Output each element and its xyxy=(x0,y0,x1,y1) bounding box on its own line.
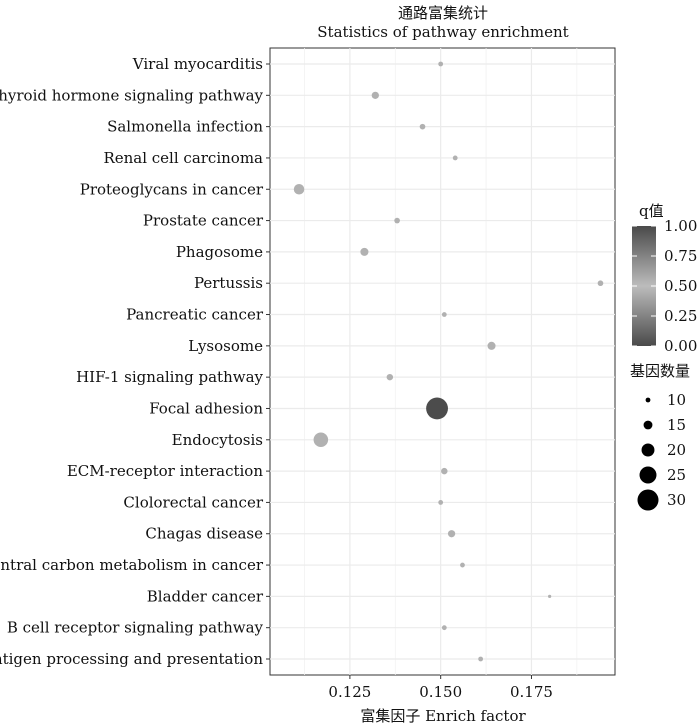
grid-layer xyxy=(269,47,616,676)
x-axis-label: 富集因子 Enrich factor xyxy=(360,707,526,725)
chart-title: 通路富集统计 xyxy=(398,4,488,22)
y-tick-label-prostate-cancer: Prostate cancer xyxy=(143,212,264,230)
point-pancreatic-cancer xyxy=(441,312,447,317)
x-tick-label: 0.150 xyxy=(419,683,462,701)
y-tick-label-pancreatic-cancer: Pancreatic cancer xyxy=(126,306,264,324)
size-legend-label: 15 xyxy=(667,416,686,434)
gene-count-legend: 基因数量 10 15 20 25 30 xyxy=(630,362,690,511)
y-tick-label-lysosome: Lysosome xyxy=(188,337,263,355)
point-antigen-processing-and-presentation xyxy=(478,656,484,662)
point-clolorectal-cancer xyxy=(438,500,444,505)
point-renal-cell-carcinoma xyxy=(452,155,458,161)
size-legend-dot xyxy=(641,443,655,457)
point-central-carbon-metabolism-in-cancer xyxy=(460,562,465,568)
size-legend-dot xyxy=(643,420,653,430)
y-tick-label-pertussis: Pertussis xyxy=(194,274,263,292)
y-tick-label-clolorectal-cancer: Clolorectal cancer xyxy=(123,493,263,511)
size-legend-label: 25 xyxy=(667,466,686,484)
axis-layer: 0.125 0.150 0.175 Viral myocarditis Thyroid … xyxy=(0,55,553,701)
point-endocytosis xyxy=(313,432,329,448)
y-tick-label-antigen-processing-and-presentation: Antigen processing and presentation xyxy=(0,650,263,668)
y-tick-label-focal-adhesion: Focal adhesion xyxy=(149,399,263,417)
q-legend-label: 1.00 xyxy=(664,217,697,235)
y-tick-label-endocytosis: Endocytosis xyxy=(172,431,263,449)
y-tick-label-viral-myocarditis: Viral myocarditis xyxy=(132,55,263,73)
x-tick-label: 0.175 xyxy=(510,683,553,701)
size-legend-label: 10 xyxy=(667,391,686,409)
point-lysosome xyxy=(487,341,496,350)
point-b-cell-receptor-signaling-pathway xyxy=(441,625,447,631)
point-thyroid-hormone-signaling-pathway xyxy=(371,91,379,99)
q-legend-label: 0.25 xyxy=(664,307,697,325)
y-tick-label-hif-1-signaling-pathway: HIF-1 signaling pathway xyxy=(76,368,263,386)
x-tick-label: 0.125 xyxy=(328,683,371,701)
size-legend-dot xyxy=(645,397,651,403)
point-focal-adhesion xyxy=(426,397,448,420)
y-tick-label-bladder-cancer: Bladder cancer xyxy=(147,587,264,605)
q-value-legend: q值 1.00 0.75 0.50 0.25 0.00 xyxy=(632,202,697,355)
point-ecm-receptor-interaction xyxy=(441,467,448,475)
point-layer xyxy=(293,61,604,662)
y-tick-label-chagas-disease: Chagas disease xyxy=(145,525,263,543)
y-tick-label-ecm-receptor-interaction: ECM-receptor interaction xyxy=(67,462,264,480)
plot-panel xyxy=(269,47,616,676)
size-legend-label: 20 xyxy=(667,441,686,459)
q-legend-title: q值 xyxy=(639,202,664,220)
y-tick-label-thyroid-hormone-signaling-pathway: Thyroid hormone signaling pathway xyxy=(0,86,264,104)
point-pertussis xyxy=(597,280,604,287)
point-bladder-cancer xyxy=(548,594,552,598)
y-tick-label-renal-cell-carcinoma: Renal cell carcinoma xyxy=(103,149,263,167)
y-tick-label-proteoglycans-in-cancer: Proteoglycans in cancer xyxy=(80,180,264,198)
size-legend-dot xyxy=(637,489,659,511)
y-tick-label-central-carbon-metabolism-in-cancer: Central carbon metabolism in cancer xyxy=(0,556,264,574)
point-prostate-cancer xyxy=(394,217,400,224)
q-legend-label: 0.00 xyxy=(664,337,697,355)
point-salmonella-infection xyxy=(419,123,426,130)
y-tick-label-phagosome: Phagosome xyxy=(176,243,263,261)
point-proteoglycans-in-cancer xyxy=(293,184,305,195)
q-legend-label: 0.75 xyxy=(664,247,697,265)
size-legend-label: 30 xyxy=(667,491,686,509)
point-viral-myocarditis xyxy=(438,61,444,67)
y-tick-label-b-cell-receptor-signaling-pathway: B cell receptor signaling pathway xyxy=(7,619,264,637)
y-tick-label-salmonella-infection: Salmonella infection xyxy=(107,118,263,136)
size-legend-dot xyxy=(639,466,657,484)
point-hif-1-signaling-pathway xyxy=(386,373,394,381)
point-phagosome xyxy=(360,247,369,256)
point-chagas-disease xyxy=(447,530,456,538)
q-legend-label: 0.50 xyxy=(664,277,697,295)
chart-subtitle: Statistics of pathway enrichment xyxy=(317,23,568,41)
size-legend-title: 基因数量 xyxy=(630,362,690,380)
